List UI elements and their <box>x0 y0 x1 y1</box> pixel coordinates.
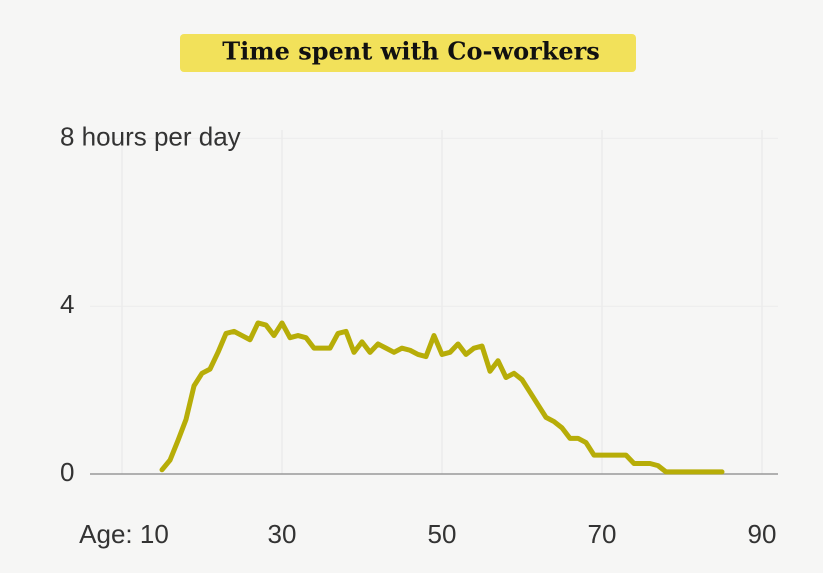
data-line <box>159 320 725 475</box>
y-tick-label: 8 hours per day <box>60 121 241 151</box>
y-tick-label: 4 <box>60 289 74 319</box>
y-tick-label: 0 <box>60 457 74 487</box>
x-tick-label: 30 <box>268 519 297 549</box>
x-tick-label: 90 <box>748 519 777 549</box>
x-tick-label: 50 <box>428 519 457 549</box>
x-tick-label: Age: 10 <box>79 519 169 549</box>
x-tick-label: 70 <box>588 519 617 549</box>
chart-title: Time spent with Co-workers <box>222 37 600 66</box>
title-highlight <box>180 34 636 72</box>
